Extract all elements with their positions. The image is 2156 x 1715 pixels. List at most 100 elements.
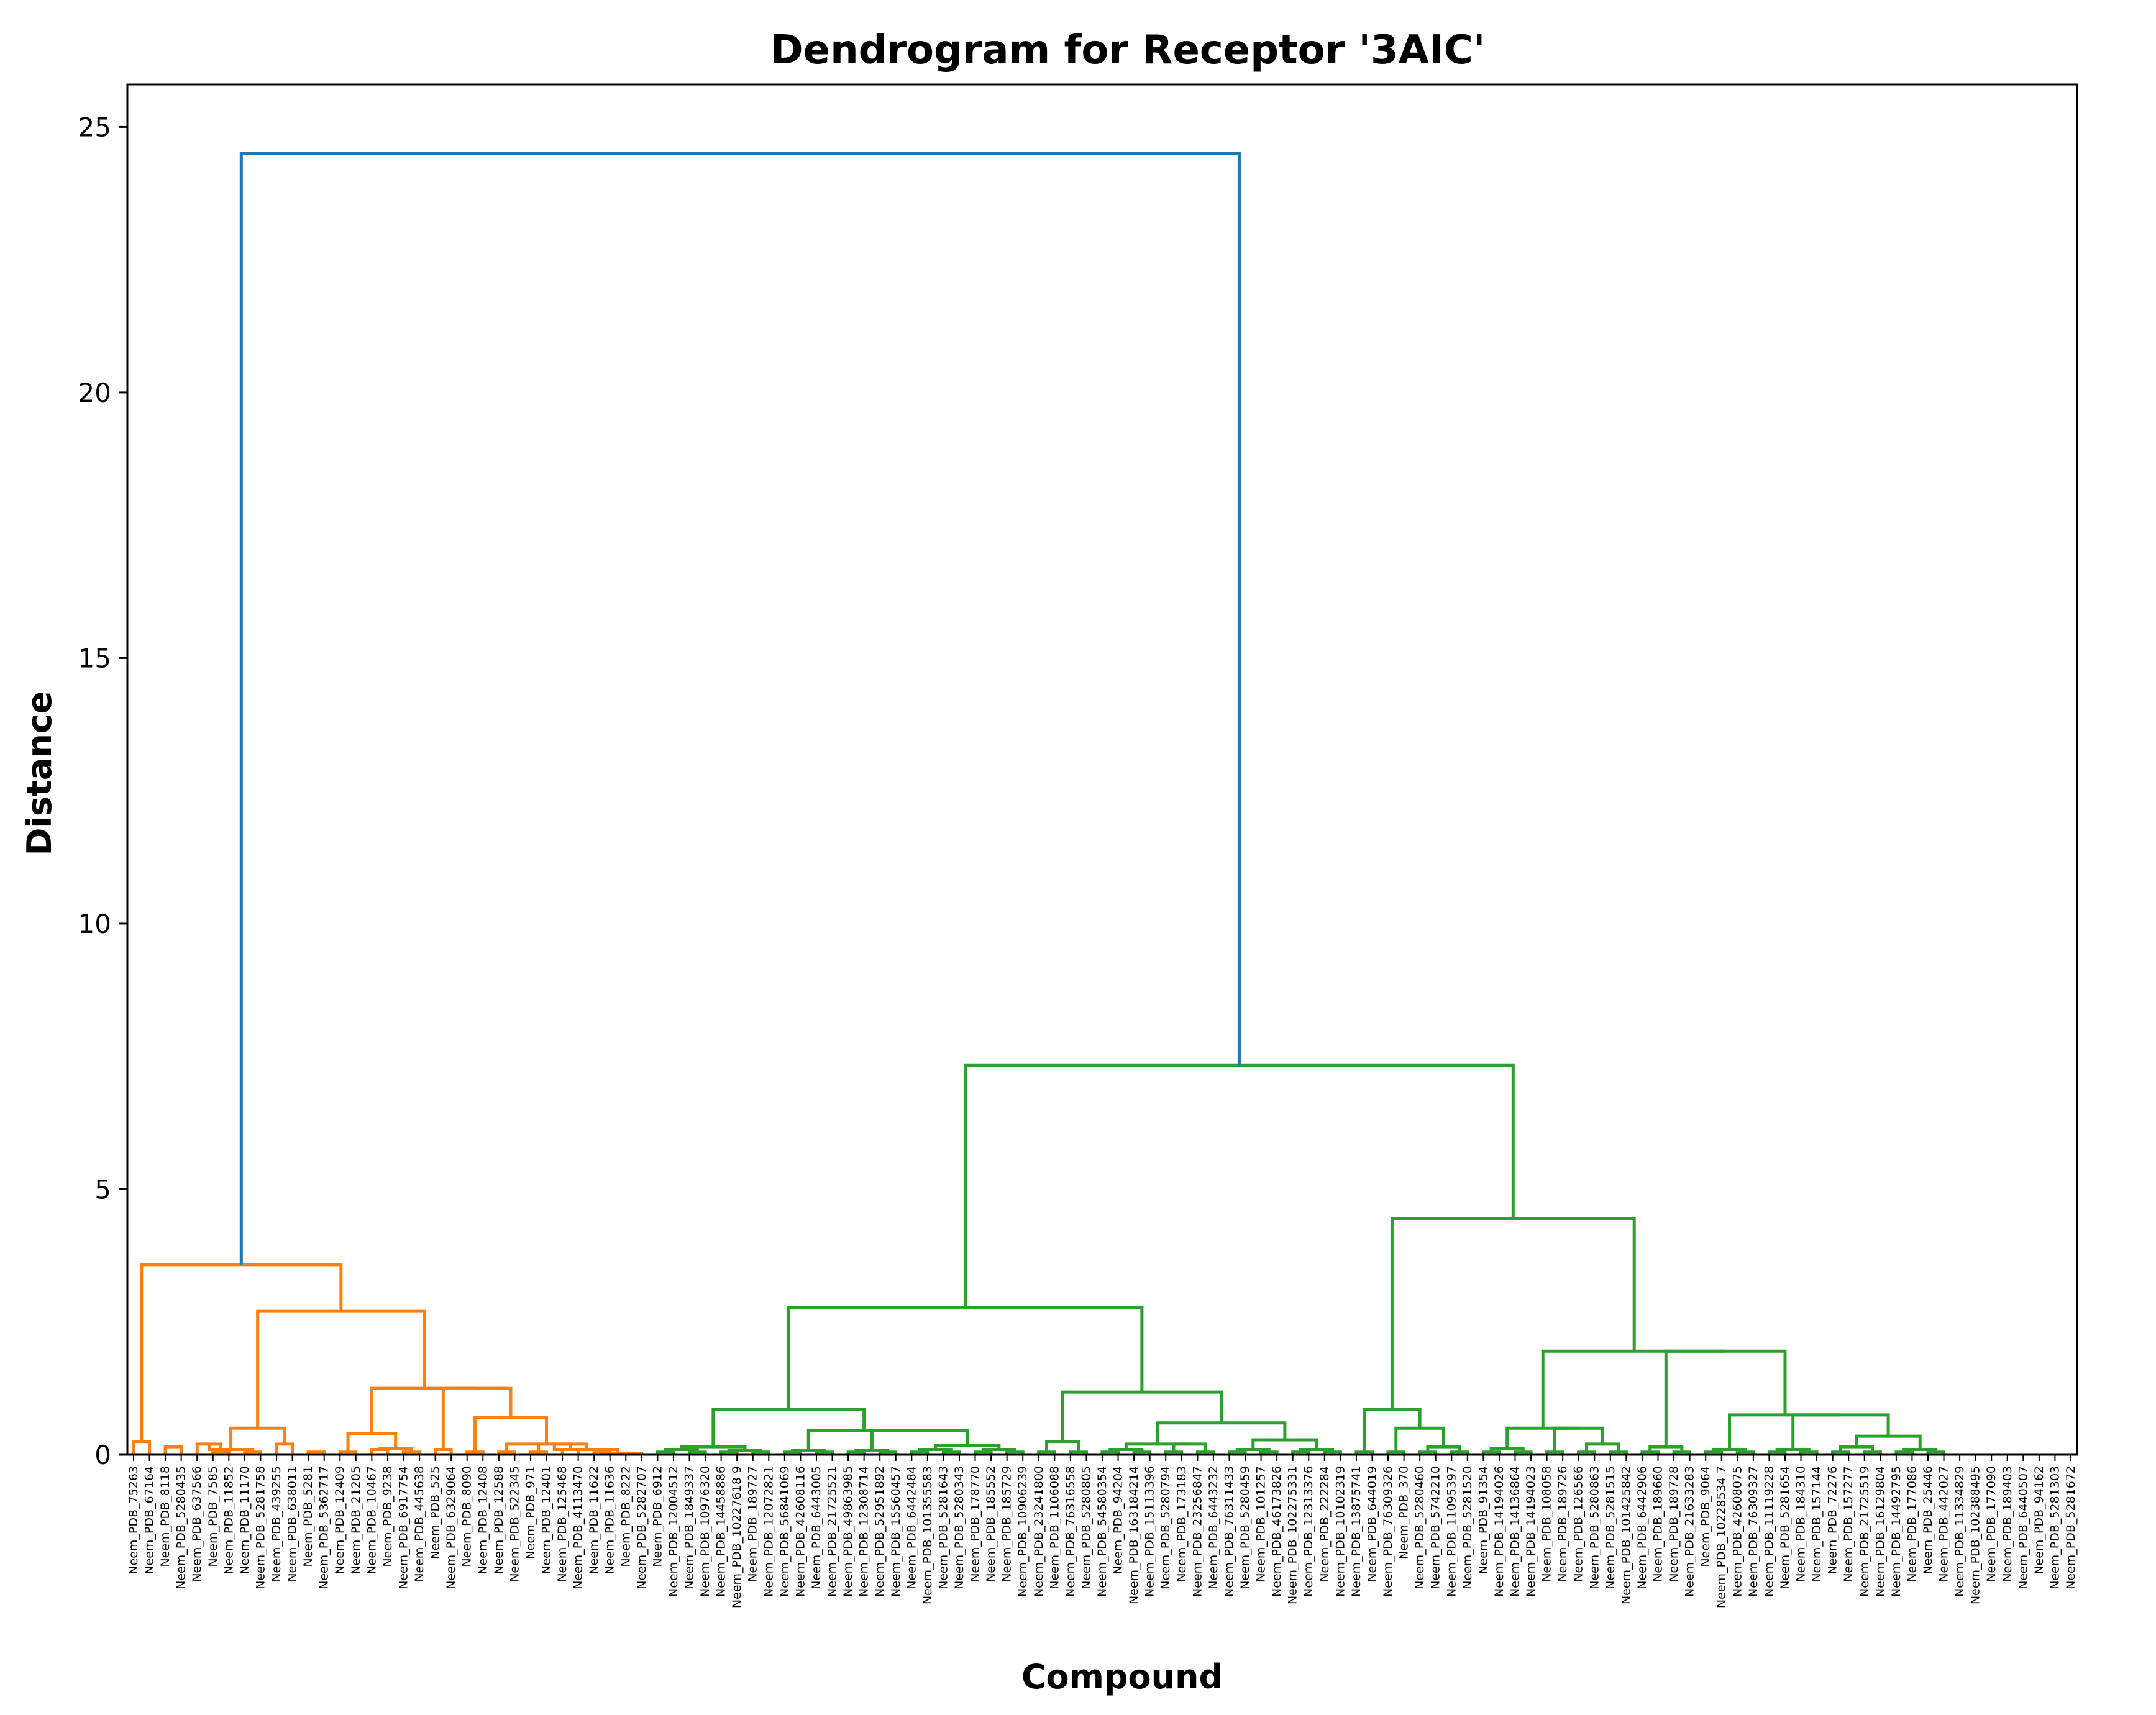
- y-tick-label-20: 20: [78, 378, 111, 408]
- leaf-label-50: Neem_PDB_101355583: [921, 1466, 934, 1604]
- leaf-label-3: Neem_PDB_5280435: [175, 1466, 188, 1590]
- leaf-label-122: Neem_PDB_5281672: [2064, 1466, 2078, 1590]
- chart-title: Dendrogram for Receptor '3AIC': [770, 27, 1486, 73]
- leaf-label-36: Neem_PDB_10976320: [698, 1466, 712, 1597]
- leaf-label-57: Neem_PDB_23241800: [1032, 1466, 1046, 1597]
- leaf-label-76: Neem_PDB_10102319: [1333, 1466, 1347, 1597]
- leaf-label-75: Neem_PDB_222284: [1318, 1466, 1332, 1582]
- leaf-label-120: Neem_PDB_94162: [2032, 1466, 2046, 1575]
- leaf-label-34: Neem_PDB_12004512: [667, 1466, 680, 1597]
- leaf-label-11: Neem_PDB_5281: [301, 1466, 315, 1567]
- leaf-label-84: Neem_PDB_5281520: [1461, 1466, 1474, 1590]
- leaf-label-9: Neem_PDB_439255: [270, 1466, 283, 1582]
- leaf-label-56: Neem_PDB_10906239: [1016, 1466, 1030, 1597]
- leaf-label-61: Neem_PDB_54580354: [1095, 1466, 1109, 1597]
- leaf-label-109: Neem_PDB_21725519: [1858, 1466, 1871, 1597]
- link-green-107: [1666, 1351, 1785, 1447]
- leaf-label-59: Neem_PDB_76316558: [1064, 1466, 1077, 1597]
- leaf-label-55: Neem_PDB_185729: [1000, 1466, 1014, 1582]
- leaf-label-6: Neem_PDB_11852: [222, 1466, 235, 1575]
- leaf-label-118: Neem_PDB_189403: [2001, 1466, 2014, 1582]
- leaf-label-119: Neem_PDB_6440507: [2016, 1466, 2030, 1590]
- leaf-label-73: Neem_PDB_102275331: [1286, 1466, 1300, 1604]
- y-axis: 0 5 10 15 20 25: [78, 112, 127, 1470]
- leaf-label-88: Neem_PDB_14194023: [1524, 1466, 1538, 1597]
- leaf-label-26: Neem_PDB_12401: [539, 1466, 553, 1575]
- leaf-label-92: Neem_PDB_5280863: [1587, 1466, 1601, 1590]
- leaf-label-24: Neem_PDB_522345: [508, 1466, 521, 1582]
- link-orange-5: [276, 1444, 293, 1455]
- y-tick-label-5: 5: [94, 1174, 111, 1204]
- link-green-51: [808, 1431, 920, 1451]
- leaf-label-42: Neem_PDB_42608116: [793, 1466, 807, 1597]
- leaf-label-71: Neem_PDB_101257: [1254, 1466, 1268, 1582]
- leaf-label-48: Neem_PDB_15560457: [889, 1466, 903, 1597]
- leaf-label-25: Neem_PDB_971: [524, 1466, 537, 1560]
- link-green-105: [1793, 1415, 1888, 1450]
- y-tick-label-15: 15: [78, 643, 111, 673]
- leaf-label-83: Neem_PDB_11095397: [1445, 1466, 1458, 1597]
- link-green-50: [872, 1431, 967, 1451]
- link-blue-111: [241, 153, 1239, 1265]
- leaf-label-69: Neem_PDB_76311433: [1222, 1466, 1236, 1597]
- leaf-label-19: Neem_PDB_525: [429, 1466, 442, 1560]
- leaf-label-12: Neem_PDB_5362717: [317, 1466, 331, 1590]
- leaf-label-91: Neem_PDB_126566: [1572, 1466, 1586, 1582]
- leaf-label-72: Neem_PDB_46173826: [1270, 1466, 1284, 1597]
- leaf-label-105: Neem_PDB_184310: [1794, 1466, 1808, 1582]
- leaf-label-23: Neem_PDB_12588: [492, 1466, 506, 1575]
- leaf-label-100: Neem_PDB_10228534 7: [1715, 1466, 1729, 1608]
- leaf-label-44: Neem_PDB_21725521: [826, 1466, 839, 1597]
- leaf-label-13: Neem_PDB_12409: [333, 1466, 347, 1575]
- leaf-label-28: Neem_PDB_4113470: [572, 1466, 585, 1590]
- link-green-71: [1062, 1392, 1222, 1442]
- link-green-72: [788, 1308, 1142, 1409]
- leaf-label-41: Neem_PDB_56841069: [778, 1466, 792, 1597]
- leaf-label-102: Neem_PDB_76309327: [1747, 1466, 1760, 1597]
- link-green-106: [1730, 1415, 1841, 1450]
- leaf-label-107: Neem_PDB_72276: [1826, 1466, 1840, 1575]
- x-axis: Neem_PDB_75263 Neem_PDB_67164 Neem_PDB_811…: [127, 1455, 2078, 1608]
- link-green-108: [1543, 1351, 1725, 1428]
- link-orange-25: [475, 1417, 546, 1452]
- leaf-label-117: Neem_PDB_177090: [1985, 1466, 1998, 1582]
- leaf-label-15: Neem_PDB_10467: [365, 1466, 378, 1575]
- leaf-label-116: Neem_PDB_102388495: [1969, 1466, 1983, 1604]
- leaf-label-113: Neem_PDB_25446: [1921, 1466, 1935, 1575]
- link-green-109: [1392, 1219, 1634, 1410]
- leaf-label-21: Neem_PDB_8090: [460, 1466, 474, 1567]
- link-orange-0: [134, 1442, 150, 1455]
- leaf-label-38: Neem_PDB_10227618 9: [730, 1466, 744, 1608]
- leaf-label-7: Neem_PDB_11170: [238, 1466, 252, 1575]
- leaf-label-54: Neem_PDB_185552: [984, 1466, 998, 1582]
- leaf-label-30: Neem_PDB_11636: [603, 1466, 617, 1575]
- leaf-label-53: Neem_PDB_178770: [969, 1466, 982, 1582]
- leaf-label-47: Neem_PDB_52951892: [873, 1466, 887, 1597]
- leaf-label-16: Neem_PDB_9238: [381, 1466, 395, 1567]
- leaf-label-77: Neem_PDB_13875741: [1350, 1466, 1363, 1597]
- leaf-label-70: Neem_PDB_5280459: [1238, 1466, 1252, 1590]
- leaf-label-29: Neem_PDB_11622: [587, 1466, 601, 1575]
- leaf-label-43: Neem_PDB_6443005: [810, 1466, 823, 1590]
- link-green-39: [793, 1450, 824, 1452]
- leaf-label-31: Neem_PDB_8222: [619, 1466, 633, 1567]
- link-orange-29: [142, 1265, 341, 1442]
- leaf-label-32: Neem_PDB_5282707: [635, 1466, 649, 1590]
- y-axis-label: Distance: [20, 691, 59, 856]
- leaf-label-20: Neem_PDB_6329064: [444, 1466, 458, 1590]
- leaf-label-52: Neem_PDB_5280343: [952, 1466, 966, 1590]
- leaf-label-68: Neem_PDB_6443232: [1207, 1466, 1220, 1590]
- link-green-88: [1507, 1428, 1579, 1448]
- y-tick-label-25: 25: [78, 112, 111, 142]
- leaf-label-111: Neem_PDB_14492795: [1889, 1466, 1903, 1597]
- dendrogram-links: [134, 153, 1944, 1455]
- x-axis-label: Compound: [1021, 1657, 1223, 1696]
- leaf-label-46: Neem_PDB_12308714: [857, 1466, 871, 1597]
- leaf-label-8: Neem_PDB_5281758: [254, 1466, 267, 1590]
- leaf-label-74: Neem_PDB_12313376: [1302, 1466, 1315, 1597]
- leaf-label-115: Neem_PDB_11334829: [1953, 1466, 1966, 1597]
- leaf-label-99: Neem_PDB_9064: [1699, 1466, 1712, 1567]
- leaf-label-63: Neem_PDB_163184214: [1127, 1466, 1141, 1604]
- leaf-label-65: Neem_PDB_5280794: [1159, 1466, 1172, 1590]
